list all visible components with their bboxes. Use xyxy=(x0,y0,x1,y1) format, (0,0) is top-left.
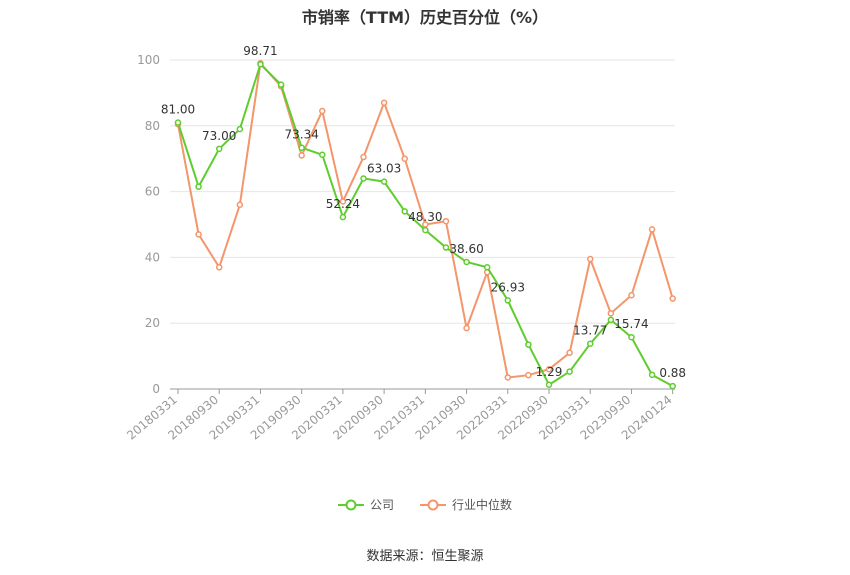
data-point xyxy=(401,155,408,162)
y-tick-label: 100 xyxy=(137,53,160,67)
data-label-layer: 81.00 73.00 98.71 73.34 52.24 63.03 48.30 38.60… xyxy=(161,44,686,380)
legend-item-company[interactable]: 公司 xyxy=(337,496,394,513)
data-label: 15.74 xyxy=(614,317,648,331)
data-point xyxy=(195,183,202,190)
data-point xyxy=(215,145,223,153)
data-label: 52.24 xyxy=(326,197,360,211)
data-point xyxy=(215,264,223,271)
data-point xyxy=(174,119,182,126)
data-point xyxy=(422,226,429,234)
data-point xyxy=(586,340,594,347)
data-point xyxy=(442,244,450,251)
data-label: 1.29 xyxy=(536,365,563,379)
data-point xyxy=(360,153,367,161)
legend: 公司 行业中位数 xyxy=(0,496,850,513)
data-point xyxy=(463,258,470,266)
data-point xyxy=(648,226,656,233)
y-tick-label: 40 xyxy=(145,250,160,264)
data-point xyxy=(277,81,285,88)
data-point xyxy=(319,151,326,159)
data-label: 26.93 xyxy=(491,280,525,294)
y-tick-label: 80 xyxy=(145,119,160,133)
data-point xyxy=(628,291,635,299)
data-label: 73.34 xyxy=(284,128,318,142)
y-tick-label: 20 xyxy=(145,316,160,330)
data-point xyxy=(195,231,202,238)
chart-title: 市销率（TTM）历史百分位（%） xyxy=(301,8,549,27)
data-point xyxy=(380,99,388,107)
data-label: 63.03 xyxy=(367,162,401,176)
data-point xyxy=(669,382,676,390)
data-point xyxy=(628,333,635,341)
data-point xyxy=(607,316,615,324)
data-point xyxy=(401,208,408,215)
data-point xyxy=(236,125,244,133)
series-layer xyxy=(174,60,676,390)
data-point xyxy=(360,175,367,182)
legend-line-icon xyxy=(420,499,446,510)
source-note: 数据来源：恒生聚源 xyxy=(366,549,484,564)
legend-label-industry-median: 行业中位数 xyxy=(452,498,513,512)
data-point xyxy=(339,213,347,221)
data-point xyxy=(566,349,573,357)
data-label: 13.77 xyxy=(573,324,607,338)
data-point xyxy=(380,178,388,185)
data-point xyxy=(339,198,347,205)
data-point xyxy=(257,60,264,68)
data-point xyxy=(648,371,656,379)
data-point xyxy=(298,144,305,151)
data-point xyxy=(607,310,615,317)
data-point xyxy=(545,366,553,373)
data-point xyxy=(525,341,532,348)
legend-item-industry-median[interactable]: 行业中位数 xyxy=(420,496,512,513)
data-point xyxy=(319,107,326,115)
legend-label-company: 公司 xyxy=(369,498,394,512)
y-tick-label: 60 xyxy=(145,185,160,199)
data-label: 0.88 xyxy=(659,366,686,380)
line-chart: 0204060801002018033120180930201903312019… xyxy=(124,44,686,442)
data-point xyxy=(504,374,512,381)
data-label: 81.00 xyxy=(161,103,195,117)
data-point xyxy=(442,217,450,225)
data-label: 38.60 xyxy=(449,242,483,256)
grid-layer xyxy=(170,59,675,324)
data-point xyxy=(298,152,305,159)
data-point xyxy=(525,371,532,379)
data-point xyxy=(669,295,676,302)
data-label: 73.00 xyxy=(202,129,236,143)
data-label: 98.71 xyxy=(243,44,277,58)
data-point xyxy=(566,368,573,375)
legend-line-icon xyxy=(337,499,364,510)
data-point xyxy=(586,255,594,263)
data-point xyxy=(504,297,512,304)
data-point xyxy=(463,324,470,332)
data-point xyxy=(545,381,553,389)
data-label: 48.30 xyxy=(408,210,442,224)
data-point xyxy=(483,264,491,271)
y-tick-label: 0 xyxy=(152,382,160,396)
data-point xyxy=(236,201,244,209)
